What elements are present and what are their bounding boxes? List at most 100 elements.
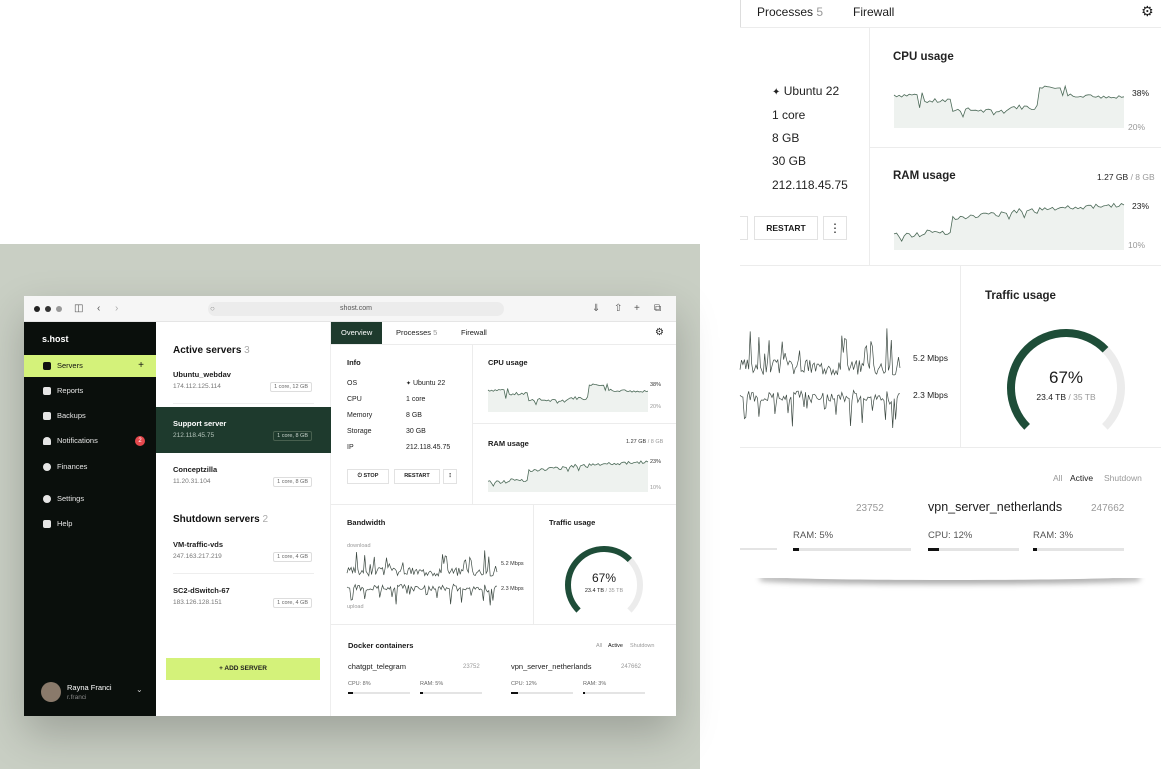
window-close-dot[interactable] bbox=[34, 306, 40, 312]
add-icon[interactable]: + bbox=[138, 360, 144, 371]
sidebar-item-label: Finances bbox=[57, 462, 88, 471]
ram-usage-title: RAM usage bbox=[893, 170, 956, 182]
sidebar-item-label: Reports bbox=[57, 386, 84, 395]
traffic-gauge-fill bbox=[1007, 329, 1109, 430]
avatar bbox=[41, 682, 61, 702]
sidebar-toggle-icon[interactable]: ◫ bbox=[74, 303, 84, 314]
share-icon[interactable]: ⇧ bbox=[614, 303, 623, 314]
container-card[interactable]: vpn_server_netherlands 247662 CPU: 12% R… bbox=[511, 660, 665, 700]
docker-title: Docker containers bbox=[348, 641, 414, 650]
filter-shutdown[interactable]: Shutdown bbox=[630, 643, 655, 649]
ram-current: 23% bbox=[1132, 201, 1150, 211]
stop-button[interactable]: ⏻ STOP bbox=[347, 469, 389, 484]
server-row[interactable]: SC2-dSwitch-67 183.126.128.151 1 core, 4… bbox=[156, 574, 331, 620]
zoomed-detail-panel: Processes 5 Firewall ⚙ ✦ Ubuntu 22 1 cor… bbox=[739, 0, 1161, 578]
sidebar-item-label: Help bbox=[57, 519, 73, 528]
sidebar-item-servers[interactable]: Servers + bbox=[24, 355, 156, 377]
site-info-icon[interactable]: ○ bbox=[210, 304, 215, 313]
filter-active[interactable]: Active bbox=[1070, 473, 1094, 483]
traffic-percent: 67% bbox=[1048, 368, 1084, 387]
divider bbox=[869, 27, 870, 265]
tab-firewall[interactable]: Firewall bbox=[853, 5, 895, 19]
download-line bbox=[739, 328, 901, 376]
divider bbox=[533, 504, 534, 624]
server-row[interactable]: Ubuntu_webdav 174.112.125.114 1 core, 12… bbox=[156, 358, 331, 404]
server-row[interactable]: VM-traffic-vds 247.163.217.219 1 core, 4… bbox=[156, 528, 331, 574]
download-rate: 5.2 Mbps bbox=[913, 353, 948, 363]
shutdown-servers-count: 2 bbox=[262, 514, 269, 525]
ram-line bbox=[487, 460, 649, 487]
cpu-bar-fill bbox=[511, 692, 519, 694]
server-row-selected[interactable]: Support server 212.118.45.75 1 core, 8 G… bbox=[156, 407, 331, 453]
sidebar-item-notifications[interactable]: Notifications 2 bbox=[24, 430, 156, 452]
divider bbox=[331, 504, 676, 505]
restart-button[interactable]: RESTART bbox=[394, 469, 440, 484]
active-servers-heading: Active servers 3 bbox=[173, 345, 250, 356]
os-value-text: Ubuntu 22 bbox=[783, 84, 840, 98]
ram-amount: 1.27 GB / 8 GB bbox=[1097, 172, 1155, 182]
container-name: vpn_server_netherlands bbox=[928, 500, 1063, 514]
container-name: vpn_server_netherlands bbox=[511, 662, 592, 671]
forward-icon[interactable]: › bbox=[115, 303, 119, 314]
gear-icon[interactable]: ⚙ bbox=[1141, 3, 1154, 19]
server-row[interactable]: Conceptzilla 11.20.31.104 1 core, 8 GB bbox=[156, 453, 331, 499]
upload-rate: 2.3 Mbps bbox=[501, 586, 524, 592]
tab-processes[interactable]: Processes 5 bbox=[386, 322, 447, 344]
sidebar-item-backups[interactable]: Backups bbox=[24, 405, 156, 427]
tab-processes[interactable]: Processes 5 bbox=[757, 4, 823, 20]
tabs-overview-icon[interactable]: ⧉ bbox=[654, 303, 662, 314]
backups-icon bbox=[43, 412, 51, 420]
server-name: VM-traffic-vds bbox=[173, 540, 224, 549]
filter-all[interactable]: All bbox=[596, 643, 603, 649]
cpu-bar-fill bbox=[348, 692, 353, 694]
window-zoom-dot[interactable] bbox=[56, 306, 62, 312]
filter-active[interactable]: Active bbox=[608, 643, 623, 649]
tab-count: 5 bbox=[433, 328, 438, 337]
info-value: 30 GB bbox=[406, 428, 426, 435]
user-handle: r.franci bbox=[67, 694, 87, 701]
more-options-icon[interactable]: ⋮ bbox=[823, 216, 847, 240]
sidebar-item-settings[interactable]: Settings bbox=[24, 488, 156, 510]
back-icon[interactable]: ‹ bbox=[97, 303, 101, 314]
sidebar-item-finances[interactable]: Finances bbox=[24, 456, 156, 478]
container-name: chatgpt_telegram bbox=[348, 662, 406, 671]
sidebar-item-reports[interactable]: Reports bbox=[24, 380, 156, 402]
new-tab-icon[interactable]: + bbox=[634, 303, 640, 314]
server-ip: 174.112.125.114 bbox=[173, 383, 221, 390]
chevron-down-icon[interactable]: ⌄ bbox=[136, 685, 143, 694]
filter-shutdown[interactable]: Shutdown bbox=[1104, 473, 1142, 483]
shutdown-servers-title: Shutdown servers bbox=[173, 514, 260, 525]
window-minimize-dot[interactable] bbox=[45, 306, 51, 312]
divider bbox=[472, 423, 676, 424]
info-value: ✦ Ubuntu 22 bbox=[406, 380, 445, 387]
container-ram: RAM: 3% bbox=[1033, 530, 1074, 541]
cpu-value: 1 core bbox=[772, 108, 806, 122]
filter-all[interactable]: All bbox=[1053, 473, 1063, 483]
container-card[interactable]: chatgpt_telegram 23752 CPU: 8% RAM: 5% bbox=[348, 660, 502, 700]
container-id: 23752 bbox=[856, 503, 884, 514]
more-options-icon[interactable]: ⋮ bbox=[443, 469, 457, 484]
server-ip: 11.20.31.104 bbox=[173, 478, 211, 485]
stop-button[interactable] bbox=[740, 216, 748, 240]
sidebar: s.host Servers + Reports Backups Notific… bbox=[24, 322, 156, 716]
user-profile[interactable]: Rayna Franci r.franci ⌄ bbox=[24, 674, 156, 712]
restart-button[interactable]: RESTART bbox=[754, 216, 818, 240]
ram-area bbox=[894, 203, 1124, 250]
add-server-button[interactable]: + ADD SERVER bbox=[166, 658, 320, 680]
sidebar-item-help[interactable]: Help bbox=[24, 513, 156, 535]
address-bar[interactable]: shost.com bbox=[208, 302, 504, 316]
tab-firewall[interactable]: Firewall bbox=[451, 322, 497, 344]
info-key: Memory bbox=[347, 412, 373, 419]
cpu-usage-title: CPU usage bbox=[893, 51, 954, 63]
bandwidth-title: Bandwidth bbox=[347, 518, 386, 527]
bandwidth-chart bbox=[739, 328, 901, 429]
download-icon[interactable]: ⇓ bbox=[592, 303, 601, 314]
gear-icon[interactable]: ⚙ bbox=[655, 327, 664, 338]
tab-overview[interactable]: Overview bbox=[331, 322, 383, 344]
ram-usage-title: RAM usage bbox=[488, 439, 529, 448]
tab-label: Processes bbox=[396, 328, 432, 337]
traffic-used: 23.4 TB bbox=[1036, 392, 1066, 402]
divider bbox=[740, 0, 741, 28]
cpu-area bbox=[894, 86, 1124, 128]
server-list: Active servers 3 Ubuntu_webdav 174.112.1… bbox=[156, 322, 331, 716]
